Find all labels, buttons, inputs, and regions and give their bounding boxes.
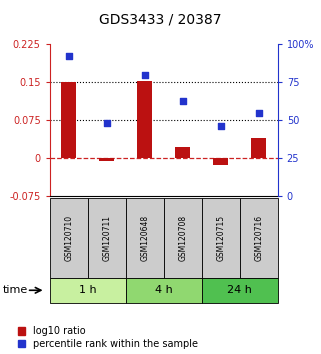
Point: [104, 121, 109, 126]
Text: GDS3433 / 20387: GDS3433 / 20387: [99, 12, 222, 27]
Bar: [99, 159, 114, 161]
Bar: [213, 159, 228, 165]
Point: [142, 72, 147, 78]
Point: [66, 53, 71, 59]
Bar: [175, 147, 190, 159]
Bar: [61, 82, 76, 159]
Point: [180, 98, 185, 103]
Text: 24 h: 24 h: [227, 285, 252, 295]
Bar: [251, 138, 266, 159]
Text: GSM120710: GSM120710: [64, 215, 73, 261]
Point: [256, 110, 261, 115]
Text: GSM120716: GSM120716: [254, 215, 263, 261]
Text: GSM120715: GSM120715: [216, 215, 225, 261]
Legend: log10 ratio, percentile rank within the sample: log10 ratio, percentile rank within the …: [18, 326, 198, 349]
Text: 1 h: 1 h: [79, 285, 97, 295]
Bar: [137, 81, 152, 159]
Text: time: time: [3, 285, 29, 295]
Text: GSM120708: GSM120708: [178, 215, 187, 261]
Text: GSM120648: GSM120648: [140, 215, 149, 261]
Point: [218, 124, 223, 129]
Text: GSM120711: GSM120711: [102, 215, 111, 261]
Text: 4 h: 4 h: [155, 285, 173, 295]
